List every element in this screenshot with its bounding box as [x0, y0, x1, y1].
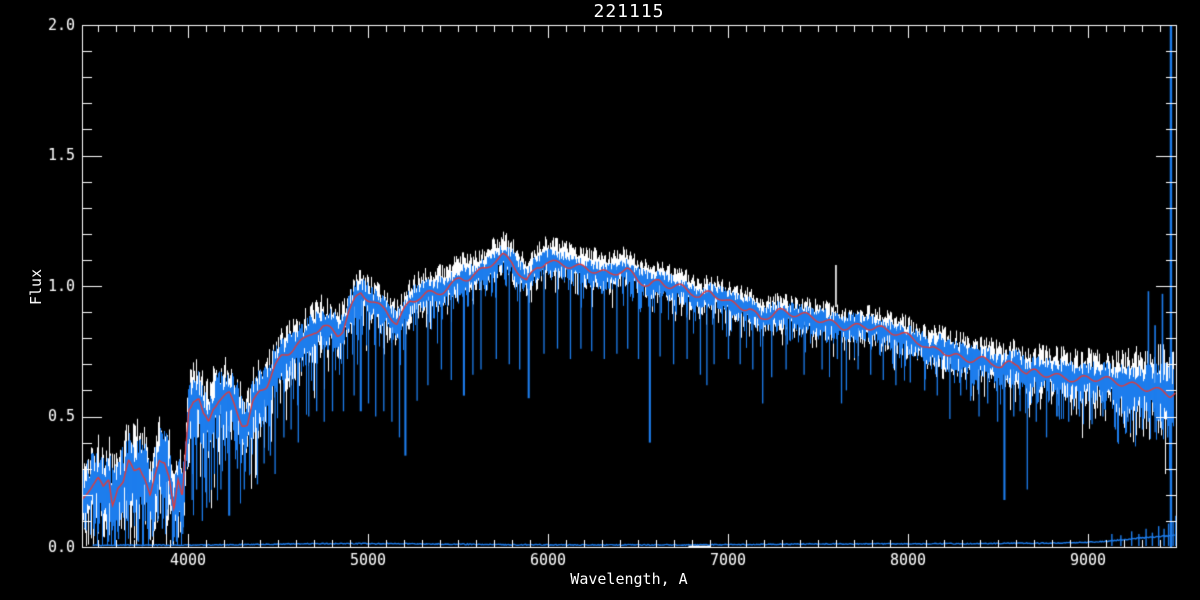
chart-title: 221115 [593, 1, 665, 22]
x-axis-label: Wavelength, A [570, 570, 688, 588]
y-axis-label: Flux [27, 268, 45, 306]
